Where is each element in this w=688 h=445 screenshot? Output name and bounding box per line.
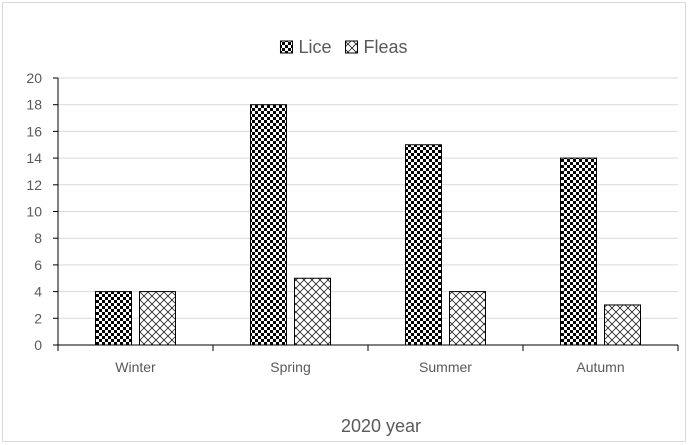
axes xyxy=(53,77,679,351)
y-tick-label: 18 xyxy=(26,97,42,113)
legend-swatch-fleas xyxy=(345,40,359,54)
bar-lice-autumn xyxy=(560,157,597,346)
y-tick-label: 6 xyxy=(34,257,42,273)
bar-fleas-summer xyxy=(449,291,486,346)
bars xyxy=(95,104,641,346)
x-tick-label: Autumn xyxy=(576,359,624,375)
bar-lice-summer xyxy=(405,144,442,346)
y-tick-label: 12 xyxy=(26,177,42,193)
legend: Lice Fleas xyxy=(279,37,408,57)
y-tick-label: 14 xyxy=(26,150,42,166)
bar-fleas-autumn xyxy=(604,304,641,346)
x-tick-labels: Winter Spring Summer Autumn xyxy=(115,359,624,375)
x-tick-label: Winter xyxy=(115,359,156,375)
legend-label-fleas: Fleas xyxy=(364,37,408,57)
y-tick-label: 8 xyxy=(34,230,42,246)
x-tick-label: Spring xyxy=(270,359,310,375)
y-tick-label: 0 xyxy=(34,337,42,353)
bar-lice-winter xyxy=(95,291,132,346)
legend-swatch-lice xyxy=(279,40,293,54)
x-axis-title: 2020 year xyxy=(341,416,421,436)
legend-label-lice: Lice xyxy=(298,37,331,57)
bar-fleas-spring xyxy=(294,277,331,346)
bar-fleas-winter xyxy=(139,291,176,346)
x-tick-label: Summer xyxy=(419,359,472,375)
bar-lice-spring xyxy=(250,104,287,346)
y-tick-label: 10 xyxy=(26,204,42,220)
y-tick-label: 16 xyxy=(26,123,42,139)
y-tick-labels: 0 2 4 6 8 10 12 14 16 18 20 xyxy=(26,70,42,353)
y-tick-label: 20 xyxy=(26,70,42,86)
y-tick-label: 2 xyxy=(34,310,42,326)
y-tick-label: 4 xyxy=(34,284,42,300)
